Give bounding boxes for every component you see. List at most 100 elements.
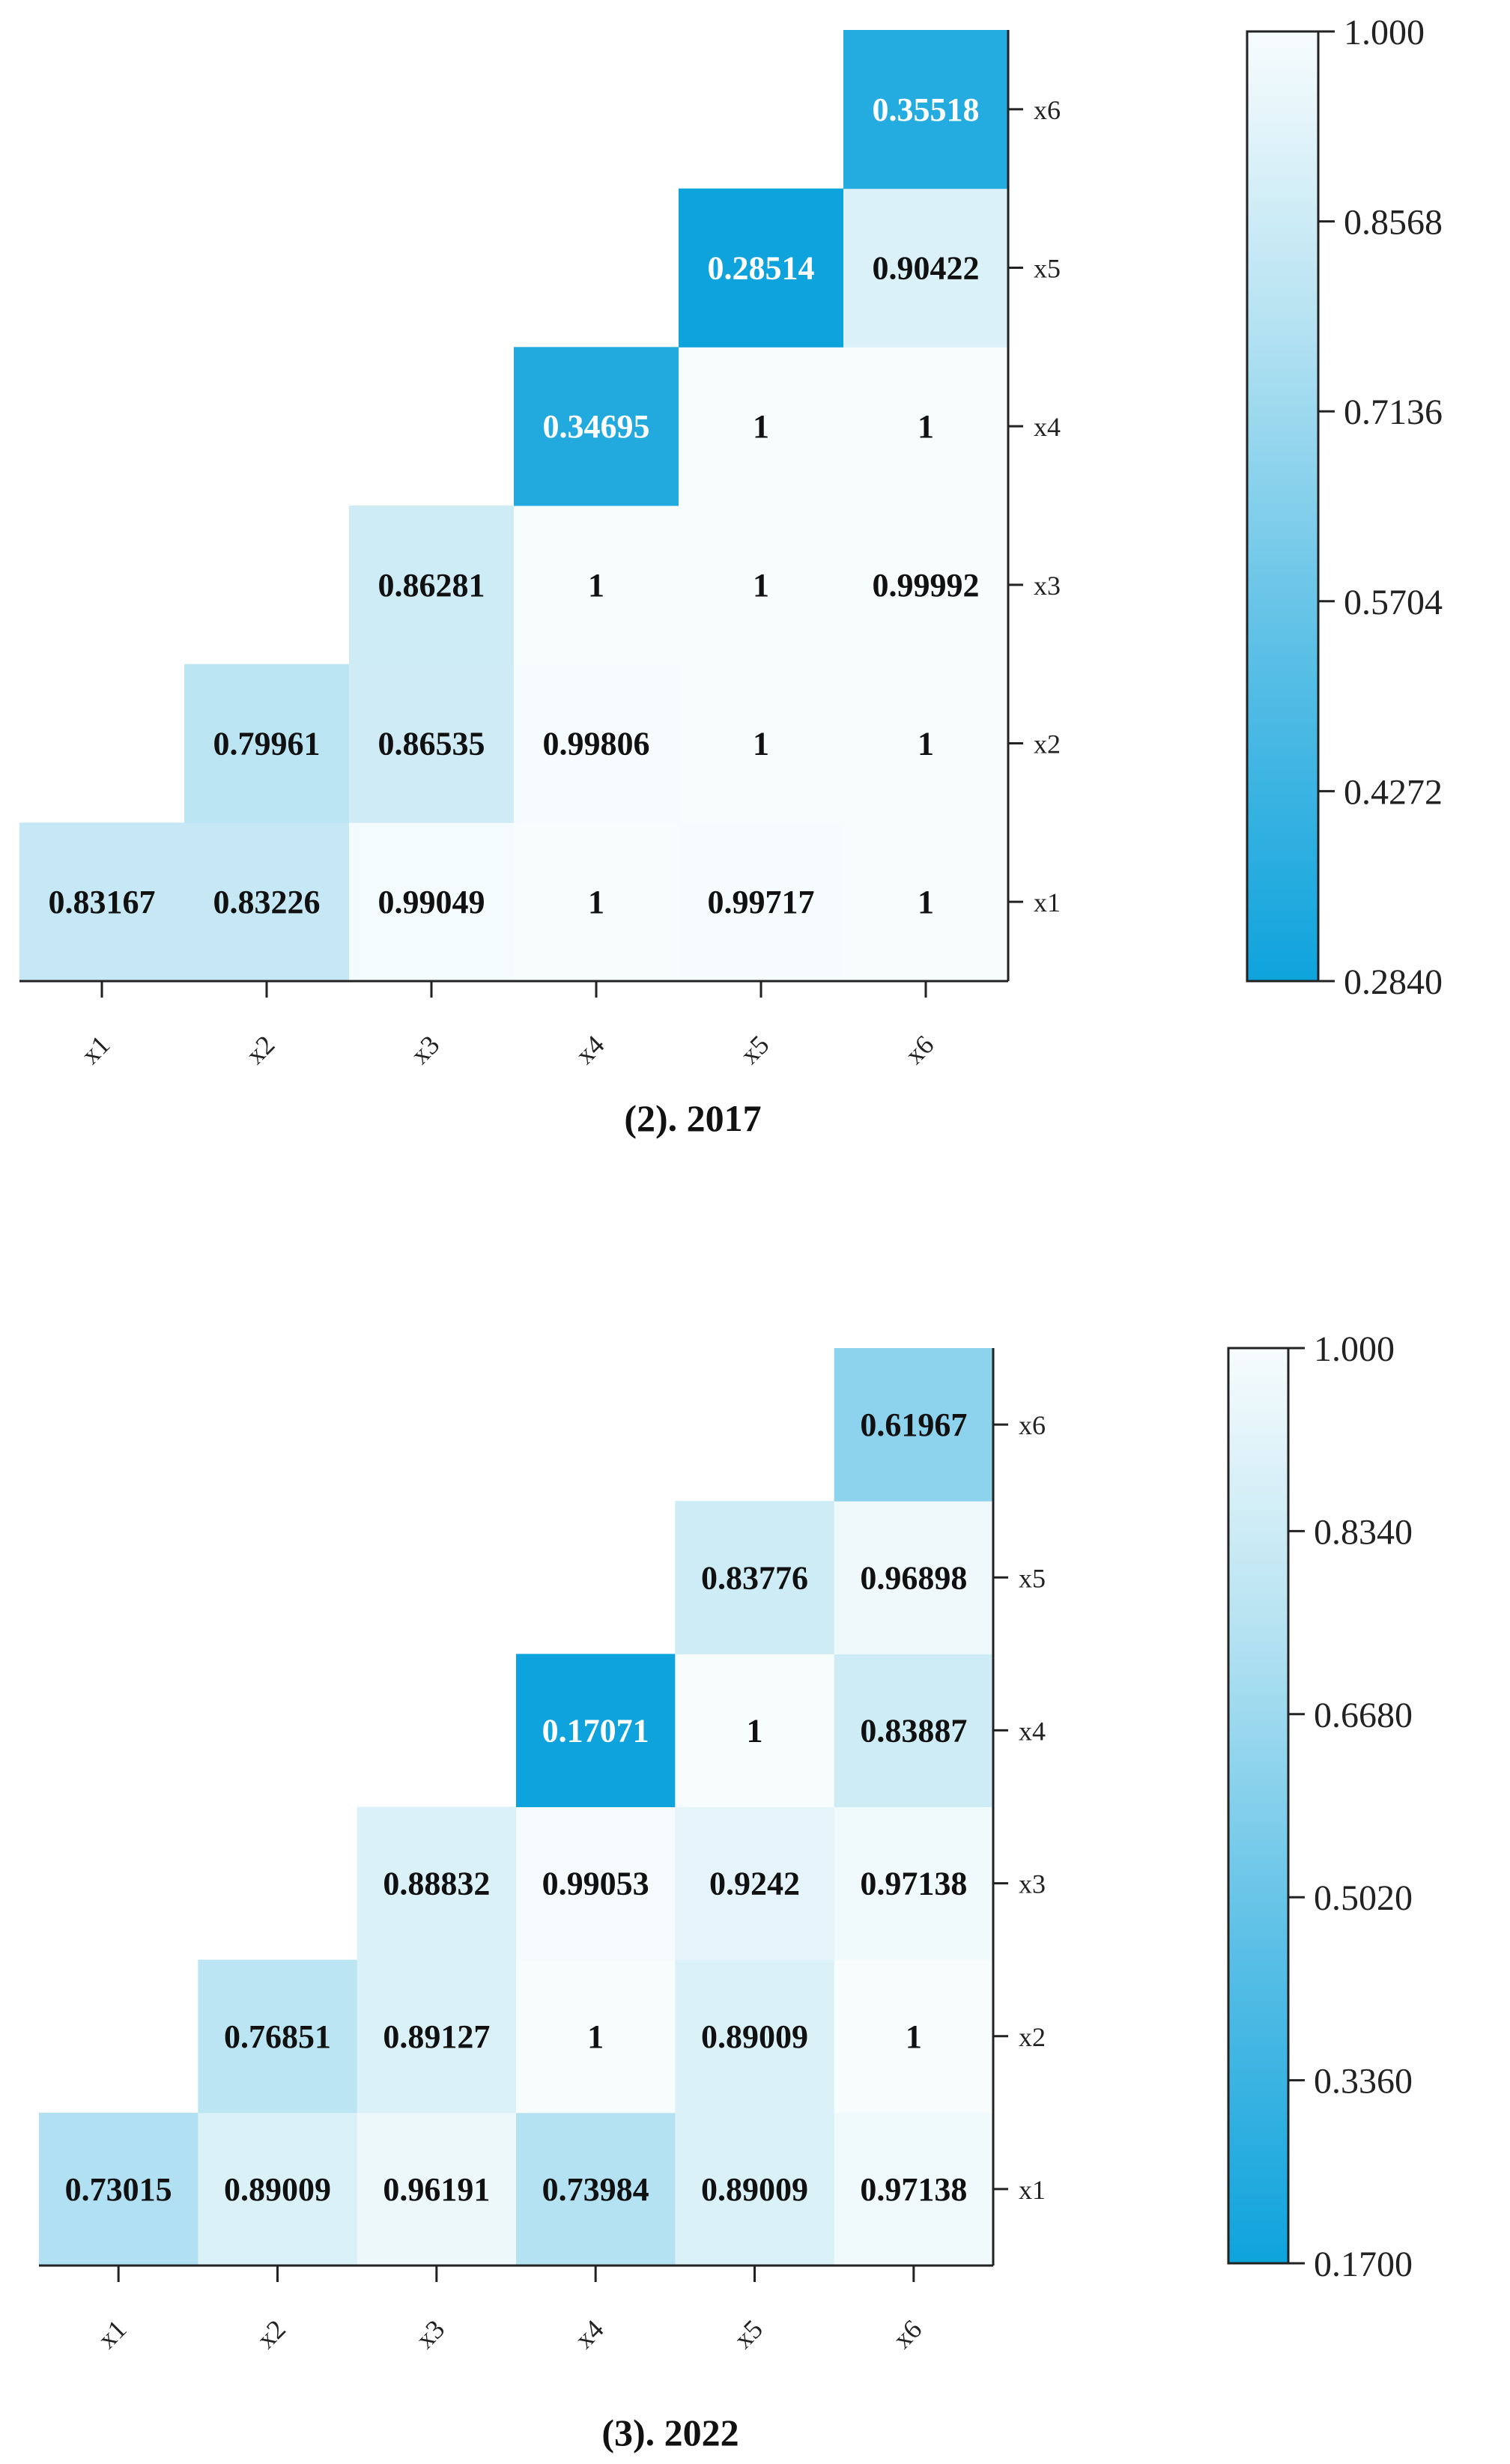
heatmap-cell-x5-x5 xyxy=(675,1501,835,1654)
cell-value-label: 1 xyxy=(918,726,934,762)
x-tick-label: x6 xyxy=(887,2314,927,2355)
y-tick-label: x1 xyxy=(1034,887,1061,917)
y-tick-label: x2 xyxy=(1019,2022,1046,2052)
cell-value-label: 0.83887 xyxy=(860,1712,967,1749)
y-tick-label: x3 xyxy=(1034,571,1061,601)
cell-value-label: 0.83776 xyxy=(701,1559,808,1596)
cell-value-label: 1 xyxy=(753,408,769,445)
heatmap-cell-x4-x2 xyxy=(516,1959,676,2113)
cell-value-label: 1 xyxy=(753,567,769,604)
cell-value-label: 0.99806 xyxy=(543,726,650,762)
y-tick-label: x2 xyxy=(1034,729,1061,759)
y-tick-label: x4 xyxy=(1034,412,1061,442)
x-tick-label: x3 xyxy=(410,2314,450,2355)
colorbar-tick-label: 1.000 xyxy=(1314,1329,1395,1369)
cell-value-label: 0.97138 xyxy=(860,2171,967,2208)
heatmap-cell-x6-x6 xyxy=(843,30,1009,189)
cell-value-label: 1 xyxy=(918,884,934,920)
heatmap-cell-x6-x2 xyxy=(834,1959,994,2113)
chart-title: (3). 2022 xyxy=(601,2412,739,2454)
colorbar-tick-label: 0.2840 xyxy=(1344,962,1443,1002)
colorbar-tick-label: 0.6680 xyxy=(1314,1696,1413,1735)
heatmap-cell-x6-x6 xyxy=(834,1348,994,1502)
cell-value-label: 0.9242 xyxy=(709,1866,800,1902)
y-tick-label: x3 xyxy=(1019,1869,1046,1899)
cell-value-label: 0.17071 xyxy=(542,1712,649,1749)
cell-value-label: 0.88832 xyxy=(383,1866,490,1902)
cell-value-label: 0.83226 xyxy=(213,884,321,920)
chart-title: (2). 2017 xyxy=(624,1097,761,1139)
cell-value-label: 1 xyxy=(588,567,604,604)
heatmap-cell-x5-x2 xyxy=(675,1959,835,2113)
heatmap-cell-x2-x1 xyxy=(198,2112,358,2266)
heatmap-cell-x3-x1 xyxy=(357,2112,517,2266)
cell-value-label: 0.89009 xyxy=(701,2018,808,2055)
y-tick-label: x4 xyxy=(1019,1716,1046,1746)
heatmap-cell-x4-x3 xyxy=(514,506,679,665)
heatmap-cell-x6-x1 xyxy=(843,822,1009,982)
x-tick-label: x5 xyxy=(728,2314,768,2355)
x-tick-label: x6 xyxy=(900,1030,940,1070)
x-tick-label: x2 xyxy=(240,1030,281,1070)
heatmap-cell-x4-x3 xyxy=(516,1806,676,1961)
heatmap-cell-x3-x1 xyxy=(349,822,515,982)
heatmap-cell-x6-x1 xyxy=(834,2112,994,2266)
cell-value-label: 0.99717 xyxy=(708,884,815,920)
heatmap-cell-x5-x4 xyxy=(675,1654,835,1807)
cell-value-label: 1 xyxy=(588,884,604,920)
cell-value-label: 0.90422 xyxy=(873,250,980,287)
y-tick-label: x6 xyxy=(1019,1410,1046,1440)
heatmap-cell-x3-x2 xyxy=(349,664,515,823)
x-tick-label: x1 xyxy=(76,1030,116,1070)
heatmap-cell-x5-x4 xyxy=(679,347,844,506)
heatmap-panel-2017: 0.83167 0.83226 0.99049 1 0.99717 1 0.79961 0.8… xyxy=(19,13,1443,1139)
heatmap-cell-x6-x3 xyxy=(843,506,1009,665)
heatmap-cell-x5-x3 xyxy=(679,506,844,665)
heatmap-cell-x1-x1 xyxy=(39,2112,198,2266)
heatmap-cell-x5-x1 xyxy=(675,2112,835,2266)
cell-value-label: 0.86535 xyxy=(378,726,485,762)
colorbar xyxy=(1246,30,1320,983)
cell-value-label: 1 xyxy=(747,1712,763,1749)
cell-value-label: 0.89009 xyxy=(701,2171,808,2208)
x-tick-label: x1 xyxy=(92,2314,133,2355)
heatmap-cell-x3-x3 xyxy=(357,1806,517,1961)
heatmap-cell-x5-x2 xyxy=(679,664,844,823)
cell-value-label: 0.79961 xyxy=(213,726,321,762)
cell-value-label: 0.89009 xyxy=(224,2171,331,2208)
cell-value-label: 0.86281 xyxy=(378,567,485,604)
heatmap-cell-x5-x5 xyxy=(679,188,844,348)
colorbar-tick-label: 0.1700 xyxy=(1314,2245,1413,2284)
heatmap-panel-2022: 0.73015 0.89009 0.96191 0.73984 0.89009 0.971… xyxy=(39,1329,1413,2454)
cell-value-label: 0.73984 xyxy=(542,2171,649,2208)
colorbar-tick-label: 0.5704 xyxy=(1344,583,1443,622)
heatmap-cell-x4-x1 xyxy=(516,2112,676,2266)
cell-value-label: 0.96191 xyxy=(383,2171,490,2208)
cell-value-label: 0.99053 xyxy=(542,1866,649,1902)
x-tick-label: x2 xyxy=(251,2314,291,2355)
cell-value-label: 1 xyxy=(753,726,769,762)
cell-value-label: 0.28514 xyxy=(708,250,815,287)
heatmap-cell-x2-x2 xyxy=(198,1959,358,2113)
colorbar-tick-label: 0.4272 xyxy=(1344,772,1443,812)
y-tick-label: x6 xyxy=(1034,95,1061,125)
heatmap-cell-x2-x1 xyxy=(184,822,350,982)
heatmap-cell-x3-x3 xyxy=(349,506,515,665)
heatmap-cell-x6-x5 xyxy=(843,188,1009,348)
heatmap-cell-x6-x4 xyxy=(834,1654,994,1807)
y-tick-label: x1 xyxy=(1019,2175,1046,2205)
cell-value-label: 0.83167 xyxy=(49,884,156,920)
cell-value-label: 0.61967 xyxy=(860,1407,967,1443)
cell-value-label: 0.73015 xyxy=(65,2171,172,2208)
x-tick-label: x4 xyxy=(569,2314,610,2355)
colorbar xyxy=(1227,1347,1290,2265)
heatmap-cell-x4-x1 xyxy=(514,822,679,982)
x-tick-label: x3 xyxy=(405,1030,446,1070)
heatmap-cell-x5-x3 xyxy=(675,1806,835,1961)
colorbar-tick-label: 0.7136 xyxy=(1344,392,1443,432)
colorbar-tick-label: 0.8340 xyxy=(1314,1512,1413,1552)
heatmap-cell-x3-x2 xyxy=(357,1959,517,2113)
cell-value-label: 0.35518 xyxy=(873,91,980,128)
cell-value-label: 0.34695 xyxy=(543,408,650,445)
